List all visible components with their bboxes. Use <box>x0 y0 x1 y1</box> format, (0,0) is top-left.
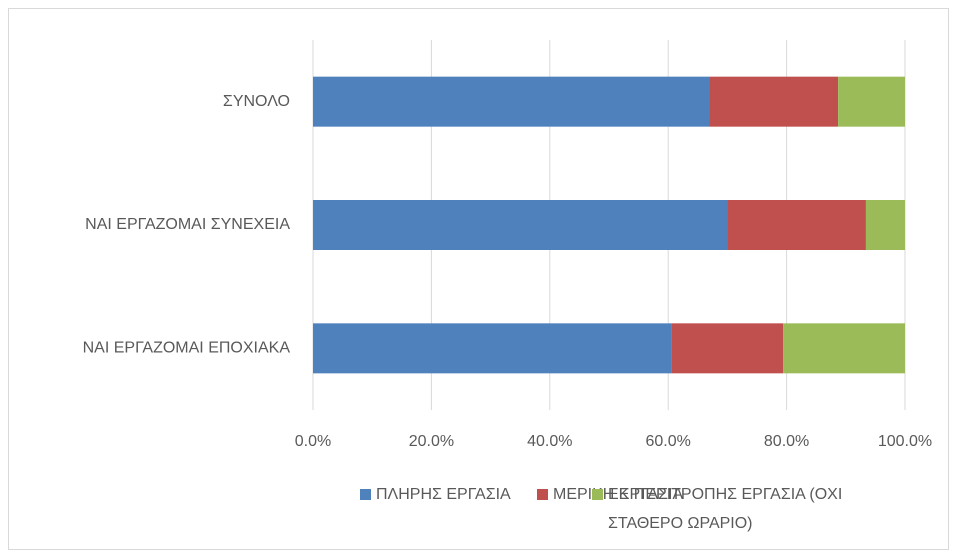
x-tick-label: 20.0% <box>409 433 454 450</box>
legend-swatch <box>537 489 548 500</box>
bar-segment <box>313 76 710 127</box>
y-tick-label: ΣΥΝΟΛΟ <box>223 93 290 110</box>
legend-label: ΠΛΗΡΗΣ ΕΡΓΑΣΙΑ <box>376 486 511 503</box>
x-tick-label: 0.0% <box>295 433 331 450</box>
bar-segment <box>709 76 839 127</box>
legend-label: ΜΕΡΙΚΗ ΕΡΓΑΣΙΑ <box>553 486 684 503</box>
y-tick-label: ΝΑΙ ΕΡΓΑΖΟΜΑΙ ΕΠΟΧΙΑΚΑ <box>83 340 291 357</box>
x-tick-label: 80.0% <box>764 433 809 450</box>
x-tick-label: 40.0% <box>527 433 572 450</box>
bar-segment <box>783 323 905 374</box>
x-tick-label: 100.0% <box>878 433 932 450</box>
legend-item: ΕΚ ΠΕΡΙΤΡΟΠΗΣ ΕΡΓΑΣΙΑ (ΟΧΙ ΣΤΑΘΕΡΟ ΩΡΑΡΙ… <box>592 480 848 538</box>
legend-label: ΕΚ ΠΕΡΙΤΡΟΠΗΣ ΕΡΓΑΣΙΑ (ΟΧΙ ΣΤΑΘΕΡΟ ΩΡΑΡΙ… <box>608 486 843 532</box>
x-tick-label: 60.0% <box>646 433 691 450</box>
legend-swatch <box>360 489 371 500</box>
bar-segment <box>313 200 728 250</box>
bar-segment <box>313 323 672 374</box>
legend-item: ΜΕΡΙΚΗ ΕΡΓΑΣΙΑ <box>537 480 683 509</box>
y-tick-label: ΝΑΙ ΕΡΓΑΖΟΜΑΙ ΣΥΝΕΧΕΙΑ <box>85 216 290 233</box>
legend-swatch <box>592 489 603 500</box>
bar-segment <box>671 323 784 374</box>
legend-item: ΠΛΗΡΗΣ ΕΡΓΑΣΙΑ <box>360 480 511 509</box>
bar-segment <box>838 76 905 127</box>
bar-segment <box>865 200 905 250</box>
bar-segment <box>727 200 866 250</box>
